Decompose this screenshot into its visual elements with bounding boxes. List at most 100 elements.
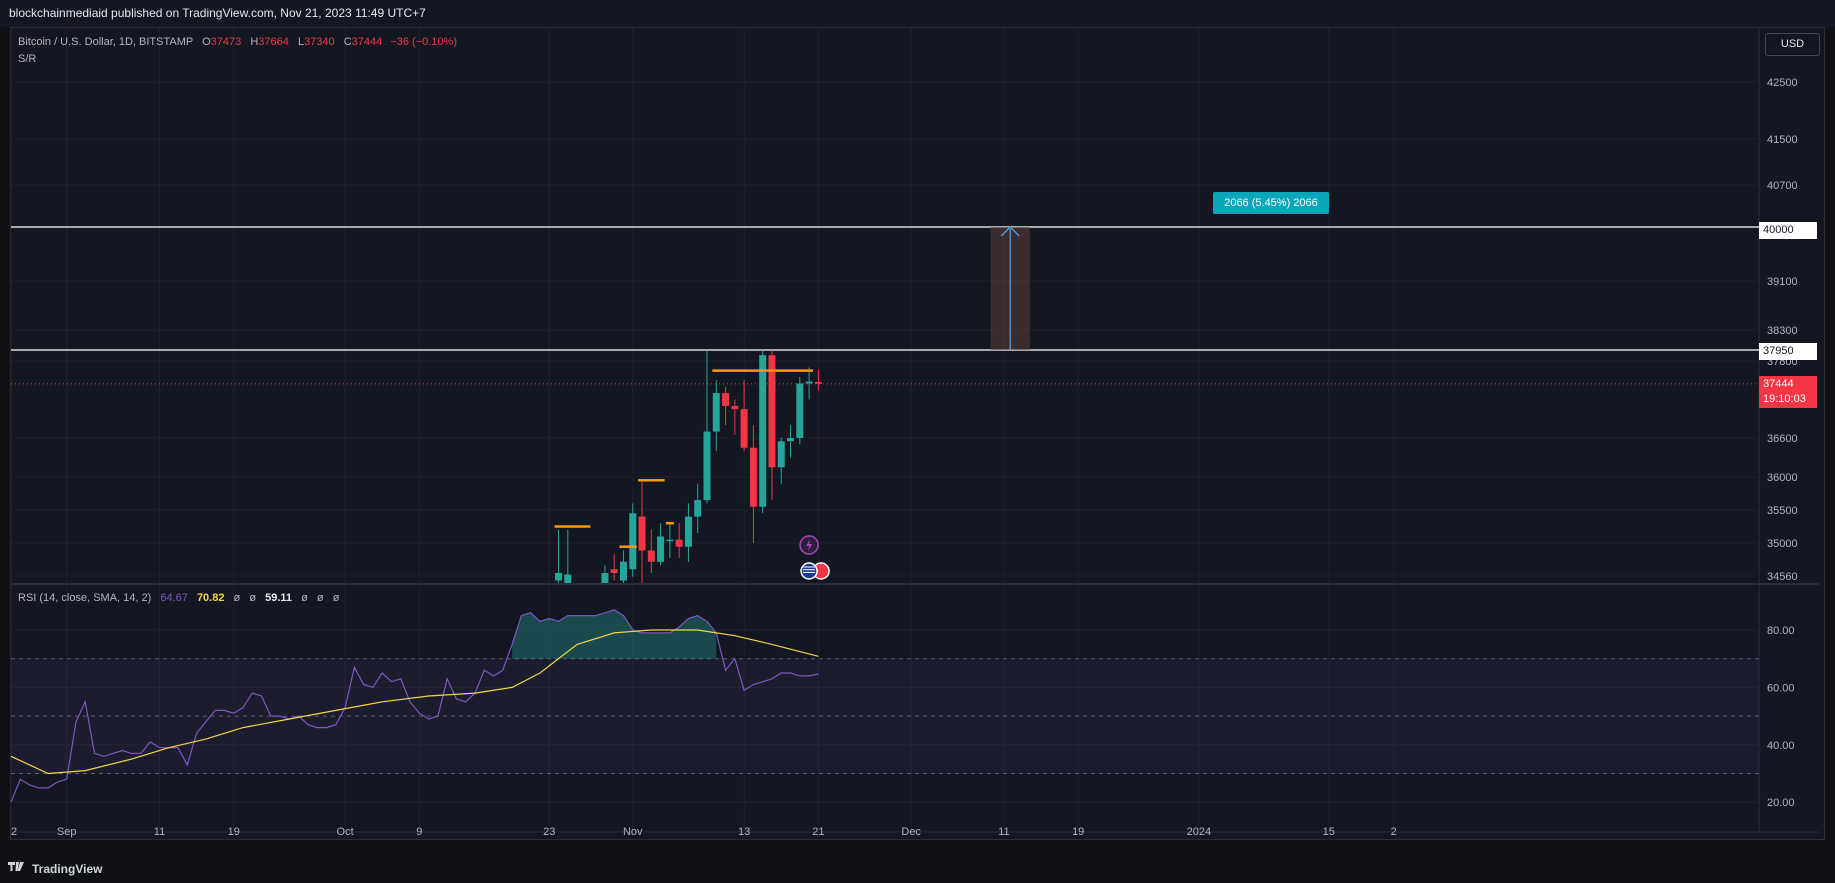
rsi-overbought-fill: [512, 609, 717, 659]
candle-body: [805, 381, 813, 384]
price-tick-label: 36600: [1767, 433, 1798, 445]
last-price-value: 37444: [1763, 378, 1794, 390]
high-label: H: [250, 36, 259, 48]
x-tick-label: 2: [11, 826, 17, 838]
x-tick-label: 23: [543, 826, 555, 838]
chart-frame[interactable]: [10, 27, 1825, 840]
x-tick-label: 19: [228, 826, 240, 838]
rsi-ma-line: [10, 629, 819, 775]
us-flag-event-icon[interactable]: [800, 562, 818, 580]
candles: [555, 350, 822, 583]
candle-body: [647, 550, 655, 562]
horizontal-levels[interactable]: [11, 226, 1759, 385]
rsi-label[interactable]: RSI (14, close, SMA, 14, 2): [18, 592, 152, 604]
open-value: 37473: [210, 36, 242, 48]
candle-body: [638, 516, 646, 551]
candle-body: [684, 516, 692, 547]
rsi-background: [11, 609, 1759, 774]
candle-body: [666, 539, 674, 542]
candle-body: [740, 409, 748, 448]
x-tick-label: 2: [1391, 826, 1397, 838]
publisher-bar: blockchainmediaid published on TradingVi…: [0, 0, 1835, 27]
sr-indicator-legend[interactable]: S/R: [18, 53, 37, 65]
rsi-upper-value: 70.82: [196, 592, 225, 604]
price-tick-label: 38300: [1767, 325, 1798, 337]
publisher-text: blockchainmediaid published on TradingVi…: [9, 6, 426, 20]
symbol-legend[interactable]: Bitcoin / U.S. Dollar, 1D, BITSTAMP O374…: [18, 36, 457, 48]
rsi-empty-5: ø: [332, 592, 340, 604]
candle-body: [657, 536, 665, 562]
rsi-tick-label: 60.00: [1767, 682, 1795, 694]
tradingview-brand: TradingView: [32, 862, 103, 876]
close-value: 37444: [351, 36, 383, 48]
rsi-line: [10, 609, 819, 803]
x-tick-label: 13: [738, 826, 750, 838]
x-tick-label: 11: [998, 826, 1009, 838]
candle-body: [694, 500, 702, 517]
open-label: O: [202, 36, 211, 48]
candle-body: [703, 431, 711, 501]
price-tick-label: 40700: [1767, 180, 1798, 192]
lightning-glyph: [806, 539, 813, 551]
candle-body: [768, 355, 776, 468]
close-label: C: [343, 36, 352, 48]
price-tick-label: 35500: [1767, 505, 1798, 517]
rsi-value: 64.67: [160, 592, 188, 604]
high-value: 37664: [258, 36, 289, 48]
x-tick-label: Nov: [623, 826, 643, 838]
candle-body: [610, 569, 618, 573]
rsi-empty-2: ø: [249, 592, 257, 604]
price-tick-label: 34560: [1767, 571, 1798, 583]
currency-selector[interactable]: USD: [1765, 33, 1820, 56]
bar-countdown: 19:10:03: [1763, 393, 1806, 405]
x-tick-label: 15: [1323, 826, 1335, 838]
candle-body: [787, 438, 795, 442]
event-markers[interactable]: [799, 535, 830, 580]
rsi-sma-value: 59.11: [265, 592, 293, 604]
candle-body: [712, 393, 720, 432]
resistance-price-label[interactable]: 40000: [1759, 222, 1817, 239]
measure-arrow-head: [1000, 226, 1020, 237]
x-tick-label: 9: [416, 826, 422, 838]
low-value: 37340: [304, 36, 335, 48]
candle-body: [759, 355, 767, 507]
price-tick-label: 35000: [1767, 538, 1798, 550]
candle-body: [601, 573, 609, 583]
rsi-tick-label: 40.00: [1767, 740, 1795, 752]
candle-body: [749, 447, 757, 507]
axes[interactable]: 2 Sep 11 19 Oct 9 23 Nov 13 21 Dec 11 19 2024 15 2 42500…: [11, 77, 1798, 838]
low-label: L: [297, 36, 305, 48]
rsi-legend[interactable]: RSI (14, close, SMA, 14, 2) 64.67 70.82 …: [18, 592, 339, 604]
footer-bar: TradingView: [0, 855, 1835, 883]
last-price-label[interactable]: 37444 19:10:03: [1759, 376, 1817, 408]
support-price-label[interactable]: 37950: [1759, 343, 1817, 360]
grid-lines: [10, 28, 1819, 833]
x-tick-label: 11: [154, 826, 165, 838]
rsi-empty-4: ø: [316, 592, 324, 604]
candle-body: [814, 381, 822, 384]
price-tick-label: 41500: [1767, 134, 1798, 146]
rsi-empty-3: ø: [301, 592, 308, 604]
rsi-tick-label: 80.00: [1767, 625, 1795, 637]
candle-body: [555, 573, 563, 581]
x-tick-label: 19: [1072, 826, 1084, 838]
rsi-tick-label: 20.00: [1767, 797, 1795, 809]
price-tick-label: 36000: [1767, 472, 1798, 484]
symbol-name[interactable]: Bitcoin / U.S. Dollar, 1D, BITSTAMP: [18, 36, 194, 48]
x-tick-label: Dec: [901, 826, 921, 838]
measure-label[interactable]: 2066 (5.45%) 2066: [1213, 192, 1329, 214]
candle-body: [619, 561, 627, 581]
x-tick-label: Sep: [57, 826, 77, 838]
candle-body: [722, 393, 730, 406]
x-tick-label: Oct: [337, 826, 354, 838]
price-tick-label: 39100: [1767, 276, 1798, 288]
x-tick-label: 2024: [1187, 826, 1211, 838]
price-range-measure[interactable]: [990, 226, 1030, 350]
rsi-empty-1: ø: [233, 592, 241, 604]
change-value: −36 (−0.10%): [390, 36, 457, 48]
rsi-pane: [10, 609, 819, 803]
sr-segments: [554, 369, 814, 548]
candle-body: [796, 383, 804, 438]
candle-body: [731, 405, 739, 410]
